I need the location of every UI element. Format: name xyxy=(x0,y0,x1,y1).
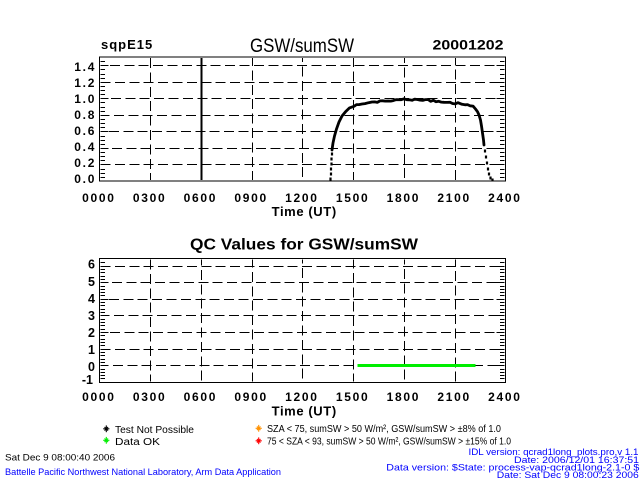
svg-text:Time (UT): Time (UT) xyxy=(272,204,337,219)
svg-text:0000: 0000 xyxy=(82,390,116,404)
svg-text:QC Values for GSW/sumSW: QC Values for GSW/sumSW xyxy=(190,237,419,254)
svg-text:1500: 1500 xyxy=(336,390,370,404)
svg-text:0.4: 0.4 xyxy=(74,140,96,154)
svg-text:sqpE15: sqpE15 xyxy=(101,37,153,52)
svg-text:4: 4 xyxy=(88,292,95,306)
svg-text:2: 2 xyxy=(88,326,95,340)
svg-text:Time (UT): Time (UT) xyxy=(272,403,337,418)
svg-text:1.0: 1.0 xyxy=(74,92,96,106)
svg-text:0600: 0600 xyxy=(184,191,218,205)
svg-text:1: 1 xyxy=(88,343,95,357)
svg-text:0900: 0900 xyxy=(234,390,268,404)
svg-text:-1: -1 xyxy=(82,373,93,387)
svg-text:0.8: 0.8 xyxy=(74,108,96,122)
svg-text:IDL version: qcrad1long_plots.: IDL version: qcrad1long_plots.pro,v 1.1 xyxy=(469,447,639,457)
svg-text:2100: 2100 xyxy=(437,191,471,205)
svg-text:0.6: 0.6 xyxy=(74,124,96,138)
svg-text:0: 0 xyxy=(88,360,95,374)
svg-text:6: 6 xyxy=(88,258,95,272)
svg-text:0300: 0300 xyxy=(133,390,167,404)
svg-text:Date: 2006/12/01 16:37:51: Date: 2006/12/01 16:37:51 xyxy=(514,455,639,465)
svg-text:75 < SZA < 93, sumSW > 50 W/m²: 75 < SZA < 93, sumSW > 50 W/m², GSW/sumS… xyxy=(267,437,511,448)
svg-text:1800: 1800 xyxy=(387,191,421,205)
svg-text:0.0: 0.0 xyxy=(74,172,96,186)
svg-text:0600: 0600 xyxy=(184,390,218,404)
svg-text:0.2: 0.2 xyxy=(74,156,96,170)
svg-text:1200: 1200 xyxy=(285,390,319,404)
svg-text:Date: Sat Dec 9 08:00:23 2006: Date: Sat Dec 9 08:00:23 2006 xyxy=(497,470,639,480)
svg-text:1200: 1200 xyxy=(285,191,319,205)
svg-text:1.4: 1.4 xyxy=(74,60,96,74)
svg-text:Data version: $State: process-: Data version: $State: process-vap-qcrad1… xyxy=(386,462,639,472)
svg-text:Data OK: Data OK xyxy=(115,437,160,448)
svg-text:0900: 0900 xyxy=(234,191,268,205)
svg-text:2400: 2400 xyxy=(488,191,522,205)
svg-text:Battelle Pacific Northwest Nat: Battelle Pacific Northwest National Labo… xyxy=(5,467,281,477)
svg-text:0000: 0000 xyxy=(82,191,116,205)
svg-text:0300: 0300 xyxy=(133,191,167,205)
svg-text:1800: 1800 xyxy=(387,390,421,404)
svg-text:GSW/sumSW: GSW/sumSW xyxy=(250,36,354,57)
svg-text:SZA < 75, sumSW > 50 W/m², GSW: SZA < 75, sumSW > 50 W/m², GSW/sumSW > ±… xyxy=(267,424,501,435)
svg-text:Test Not Possible: Test Not Possible xyxy=(115,425,194,436)
svg-text:1500: 1500 xyxy=(336,191,370,205)
svg-text:3: 3 xyxy=(88,309,95,323)
svg-text:5: 5 xyxy=(88,275,95,289)
svg-text:Sat Dec 9 08:00:40 2006: Sat Dec 9 08:00:40 2006 xyxy=(5,452,115,462)
svg-text:2400: 2400 xyxy=(488,390,522,404)
svg-text:2100: 2100 xyxy=(437,390,471,404)
svg-text:20001202: 20001202 xyxy=(433,37,504,53)
svg-text:1.2: 1.2 xyxy=(74,76,96,90)
